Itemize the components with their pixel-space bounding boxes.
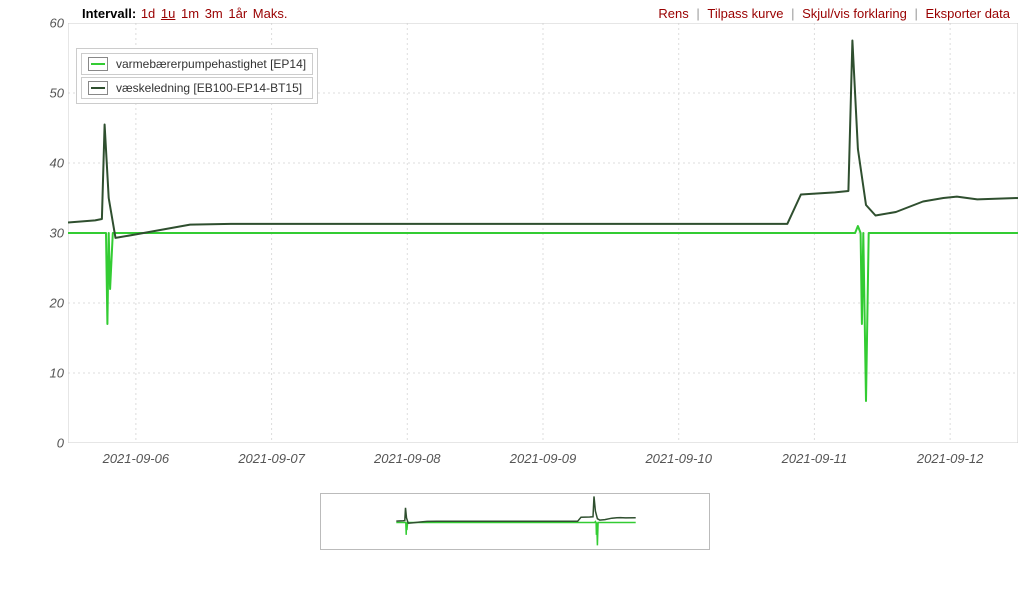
x-tick: 2021-09-12 xyxy=(917,451,984,466)
legend-swatch xyxy=(88,57,108,71)
y-tick: 50 xyxy=(50,86,64,101)
interval-opt-1år[interactable]: 1år xyxy=(228,6,247,21)
separator: | xyxy=(911,6,922,21)
x-tick: 2021-09-08 xyxy=(374,451,441,466)
interval-label: Intervall: xyxy=(82,6,136,21)
interval-opt-1d[interactable]: 1d xyxy=(141,6,155,21)
x-tick: 2021-09-06 xyxy=(103,451,170,466)
x-tick: 2021-09-11 xyxy=(782,451,848,466)
interval-opt-3m[interactable]: 3m xyxy=(205,6,223,21)
x-axis: 2021-09-06 2021-09-07 2021-09-08 2021-09-09… xyxy=(68,443,1018,473)
interval-opt-1m[interactable]: 1m xyxy=(181,6,199,21)
y-tick: 30 xyxy=(50,226,64,241)
action-rens[interactable]: Rens xyxy=(658,6,688,21)
legend-item[interactable]: væskeledning [EB100-EP14-BT15] xyxy=(81,77,313,99)
overview-series-liquid_line xyxy=(396,496,635,523)
overview-plot xyxy=(321,494,711,551)
overview-chart[interactable] xyxy=(320,493,710,550)
chart-area: varmebærerpumpehastighet [EP14] væskeledn… xyxy=(20,23,1024,483)
action-tilpass-kurve[interactable]: Tilpass kurve xyxy=(707,6,783,21)
separator: | xyxy=(787,6,798,21)
x-tick: 2021-09-07 xyxy=(238,451,305,466)
interval-group: Intervall: 1d 1u 1m 3m 1år Maks. xyxy=(82,6,288,21)
y-tick: 60 xyxy=(50,16,64,31)
separator: | xyxy=(693,6,704,21)
legend-swatch xyxy=(88,81,108,95)
legend-item[interactable]: varmebærerpumpehastighet [EP14] xyxy=(81,53,313,75)
action-skjul-vis-forklaring[interactable]: Skjul/vis forklaring xyxy=(802,6,907,21)
legend-label: væskeledning [EB100-EP14-BT15] xyxy=(116,81,302,95)
x-tick: 2021-09-09 xyxy=(510,451,577,466)
y-axis: 0102030405060 xyxy=(20,23,68,443)
legend-label: varmebærerpumpehastighet [EP14] xyxy=(116,57,306,71)
action-group: Rens | Tilpass kurve | Skjul/vis forklar… xyxy=(654,6,1014,21)
y-tick: 10 xyxy=(50,366,64,381)
interval-opt-Maks[interactable]: Maks. xyxy=(253,6,288,21)
action-eksporter-data[interactable]: Eksporter data xyxy=(925,6,1010,21)
interval-opt-1u[interactable]: 1u xyxy=(161,6,175,21)
y-tick: 40 xyxy=(50,156,64,171)
y-tick: 20 xyxy=(50,296,64,311)
overview-series-pump_speed xyxy=(396,522,635,546)
x-tick: 2021-09-10 xyxy=(645,451,712,466)
top-bar: Intervall: 1d 1u 1m 3m 1år Maks. Rens | … xyxy=(0,0,1024,23)
legend[interactable]: varmebærerpumpehastighet [EP14] væskeledn… xyxy=(76,48,318,104)
y-tick: 0 xyxy=(57,436,64,451)
